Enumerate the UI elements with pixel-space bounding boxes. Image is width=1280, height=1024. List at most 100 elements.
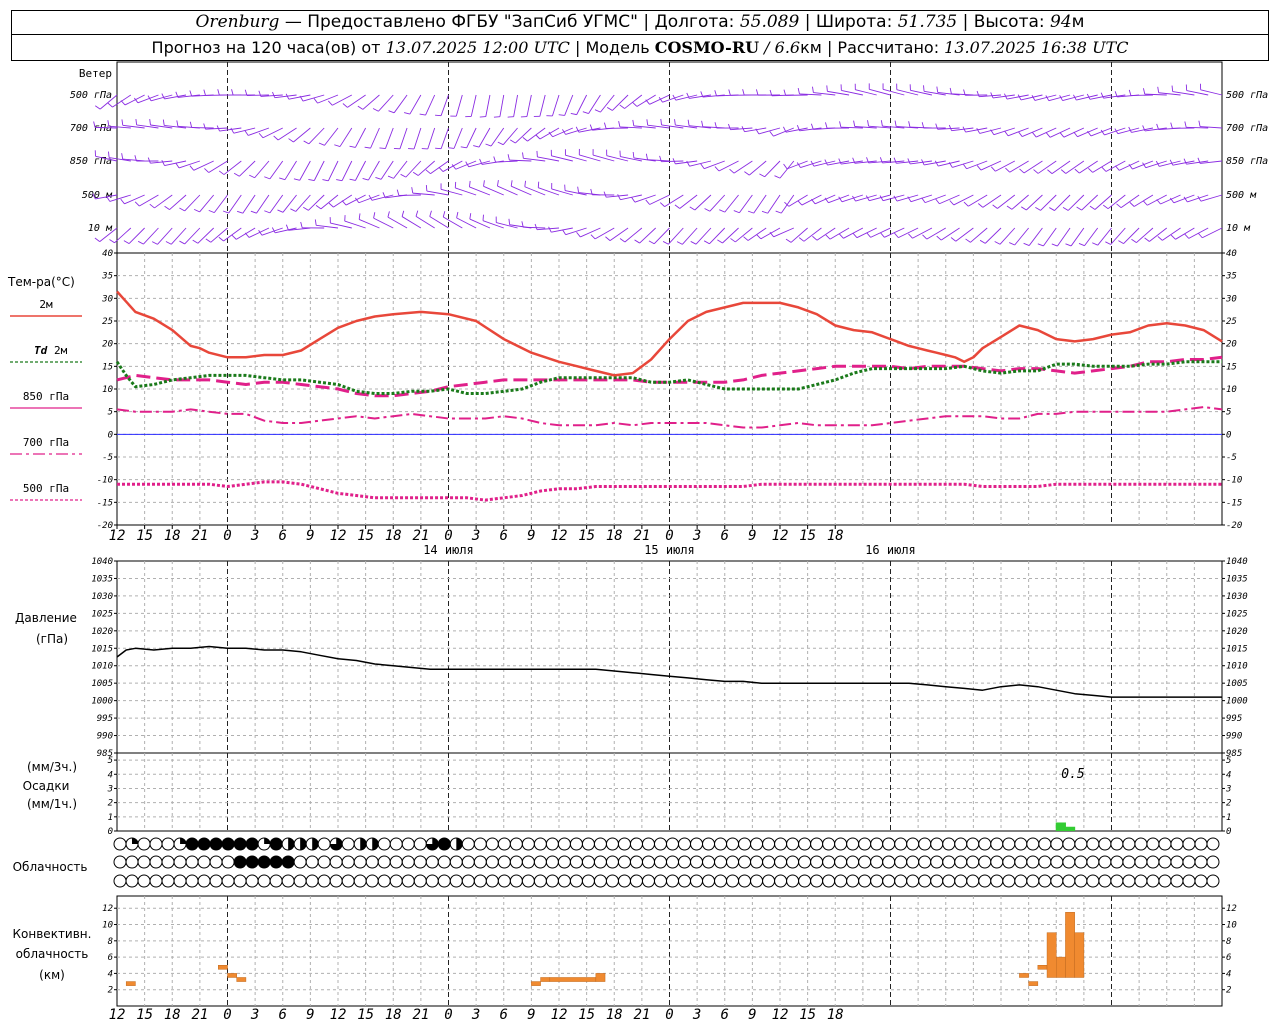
- wind-barb-feather: [208, 209, 215, 214]
- pressure-tick-right: 990: [1226, 732, 1242, 742]
- wind-barb-staff: [478, 127, 491, 148]
- wind-barb-feather: [233, 172, 240, 177]
- wind-barb-staff: [1077, 127, 1098, 138]
- conv-tick-right: 10: [1226, 921, 1237, 931]
- cloud-cover-circle: [990, 874, 1004, 888]
- wind-barb-staff: [910, 160, 932, 165]
- wind-barb-staff: [94, 126, 118, 129]
- wind-barb-feather: [811, 198, 816, 205]
- wind-level-label-right: 500 м: [1226, 190, 1257, 201]
- wind-barb-staff: [767, 194, 781, 214]
- cloud-cover-circle: [545, 855, 559, 869]
- wind-barb-staff: [413, 127, 422, 150]
- wind-barb-feather: [1009, 242, 1015, 246]
- wind-barb-feather: [812, 235, 818, 241]
- cloud-cover-circle: [942, 874, 956, 888]
- convective-bar: [227, 973, 237, 978]
- wind-barb-staff: [496, 222, 518, 229]
- cloud-cover-circle: [245, 855, 259, 869]
- wind-barb-staff: [896, 89, 919, 96]
- wind-barb-staff: [509, 159, 532, 162]
- model-label: | Модель: [574, 38, 650, 57]
- wind-barb-feather: [950, 237, 957, 242]
- wind-barb-staff: [320, 194, 339, 210]
- wind-barb-feather: [730, 238, 736, 243]
- cloud-cover-circle: [293, 855, 307, 869]
- cloud-cover-circle: [173, 874, 187, 888]
- wind-barb-staff: [661, 124, 684, 129]
- wind-barb-feather: [442, 211, 446, 218]
- wind-barb-feather: [164, 205, 170, 210]
- cloud-cover-circle: [942, 855, 956, 869]
- wind-barb-feather: [700, 163, 705, 169]
- wind-barb-feather: [879, 157, 883, 164]
- wind-barb-feather: [728, 123, 731, 130]
- wind-barb-staff: [1006, 94, 1029, 100]
- wind-barb-staff: [164, 94, 187, 100]
- wind-barb-staff: [694, 194, 712, 211]
- wind-barb-staff: [124, 194, 145, 205]
- wind-barb-feather: [318, 142, 325, 146]
- wind-barb-staff: [1186, 160, 1209, 165]
- wind-barb-staff: [299, 160, 311, 181]
- wind-barb-feather: [785, 238, 792, 243]
- wind-barb-staff: [1104, 127, 1126, 136]
- date-label: 15 июля: [644, 543, 695, 557]
- wind-barb-feather: [660, 118, 662, 125]
- convective-bar: [125, 981, 136, 986]
- wind-barb-feather: [448, 147, 455, 149]
- wind-barb-staff: [980, 160, 1002, 171]
- wind-barb-feather: [686, 160, 690, 167]
- wind-barb-staff: [409, 94, 422, 115]
- wind-barb-staff: [813, 92, 836, 96]
- wind-level-label: 10 м: [88, 223, 113, 234]
- cloud-cover-circle: [846, 837, 860, 851]
- wind-barb-staff: [1062, 94, 1084, 101]
- wind-barb-feather: [120, 198, 125, 205]
- wind-barb-feather: [949, 87, 952, 94]
- wind-barb-staff: [1186, 90, 1209, 96]
- cloud-cover-circle: [197, 855, 211, 869]
- cloud-cover-circle: [461, 855, 475, 869]
- wind-barb-feather: [741, 126, 745, 132]
- wind-barb-staff: [780, 194, 795, 214]
- cloud-cover-circle: [197, 837, 211, 851]
- wind-barb-feather: [120, 100, 126, 106]
- conv-tick-right: 4: [1226, 969, 1231, 979]
- wind-barb-feather: [149, 203, 155, 209]
- wind-barb-staff: [269, 194, 284, 214]
- wind-barb-feather: [179, 207, 185, 212]
- wind-barb-feather: [179, 240, 185, 245]
- wind-barb-feather: [509, 139, 516, 144]
- wind-barb-feather: [521, 221, 524, 228]
- wind-barb-feather: [769, 131, 774, 137]
- wind-level-label-right: 850 гПа: [1226, 156, 1268, 167]
- wind-barb-feather: [575, 126, 580, 133]
- cloud-cover-circle: [521, 837, 535, 851]
- wind-barb-feather: [948, 162, 953, 168]
- cloud-cover-circle: [269, 855, 283, 869]
- cloud-cover-circle: [425, 874, 439, 888]
- wind-barb-staff: [758, 127, 781, 135]
- cloud-cover-circle: [389, 855, 403, 869]
- cloud-cover-circle: [810, 874, 824, 888]
- wind-barb-staff: [800, 160, 822, 168]
- wind-barb-staff: [150, 124, 173, 129]
- precip-unit-1h: (мм/1ч.): [27, 797, 77, 811]
- cloud-cover-circle: [593, 837, 607, 851]
- wind-barb-feather: [379, 147, 386, 150]
- cloud-cover-circle: [822, 874, 836, 888]
- legend-label-bold: Td: [34, 344, 48, 357]
- cloud-cover-circle: [1110, 874, 1124, 888]
- wind-barb-staff: [455, 160, 477, 170]
- wind-barb-staff: [425, 94, 436, 116]
- lat-value: 51.735: [897, 12, 958, 32]
- wind-barb-staff: [527, 127, 546, 142]
- computed-label: | Рассчитано:: [826, 38, 940, 57]
- wind-barb-staff: [1186, 126, 1209, 129]
- wind-barb-feather: [755, 89, 759, 96]
- wind-barb-staff: [620, 194, 642, 201]
- wind-barb-staff: [282, 194, 297, 213]
- wind-barb-feather: [719, 209, 725, 213]
- cloud-cover-circle: [930, 855, 944, 869]
